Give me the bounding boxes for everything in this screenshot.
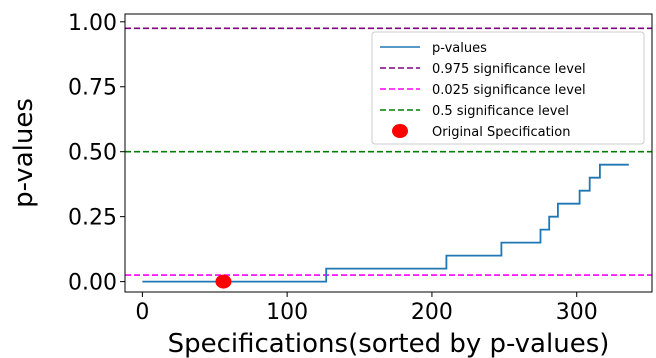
plot-frame (124, 13, 653, 293)
legend-label: 0.025 significance level (432, 83, 586, 98)
x-axis: 0 100 200 300 (135, 292, 598, 325)
y-axis-title: p-values (9, 98, 39, 208)
y-tick-label: 0.00 (68, 271, 117, 296)
x-tick-label: 0 (135, 300, 149, 325)
y-tick-label: 0.25 (68, 206, 117, 231)
y-tick-label: 0.75 (68, 76, 117, 101)
legend-marker (392, 124, 408, 138)
x-tick-label: 100 (266, 300, 308, 325)
legend-label: p-values (432, 41, 487, 56)
original-specification-point (215, 274, 232, 289)
legend-label: 0.5 significance level (432, 104, 569, 119)
x-tick-label: 300 (556, 300, 598, 325)
x-tick-label: 200 (411, 300, 453, 325)
legend-label: 0.975 significance level (432, 62, 586, 77)
legend-label: Original Specification (432, 125, 570, 140)
y-axis: 0.00 0.25 0.50 0.75 1.00 (68, 11, 125, 296)
y-tick-label: 0.50 (68, 141, 117, 166)
x-axis-title: Specifications(sorted by p-values) (168, 329, 610, 358)
legend: p-values 0.975 significance level 0.025 si… (371, 31, 645, 145)
y-tick-label: 1.00 (68, 11, 117, 36)
plot-area (125, 27, 652, 289)
legend-box (371, 31, 645, 145)
series-line-0 (142, 163, 629, 283)
